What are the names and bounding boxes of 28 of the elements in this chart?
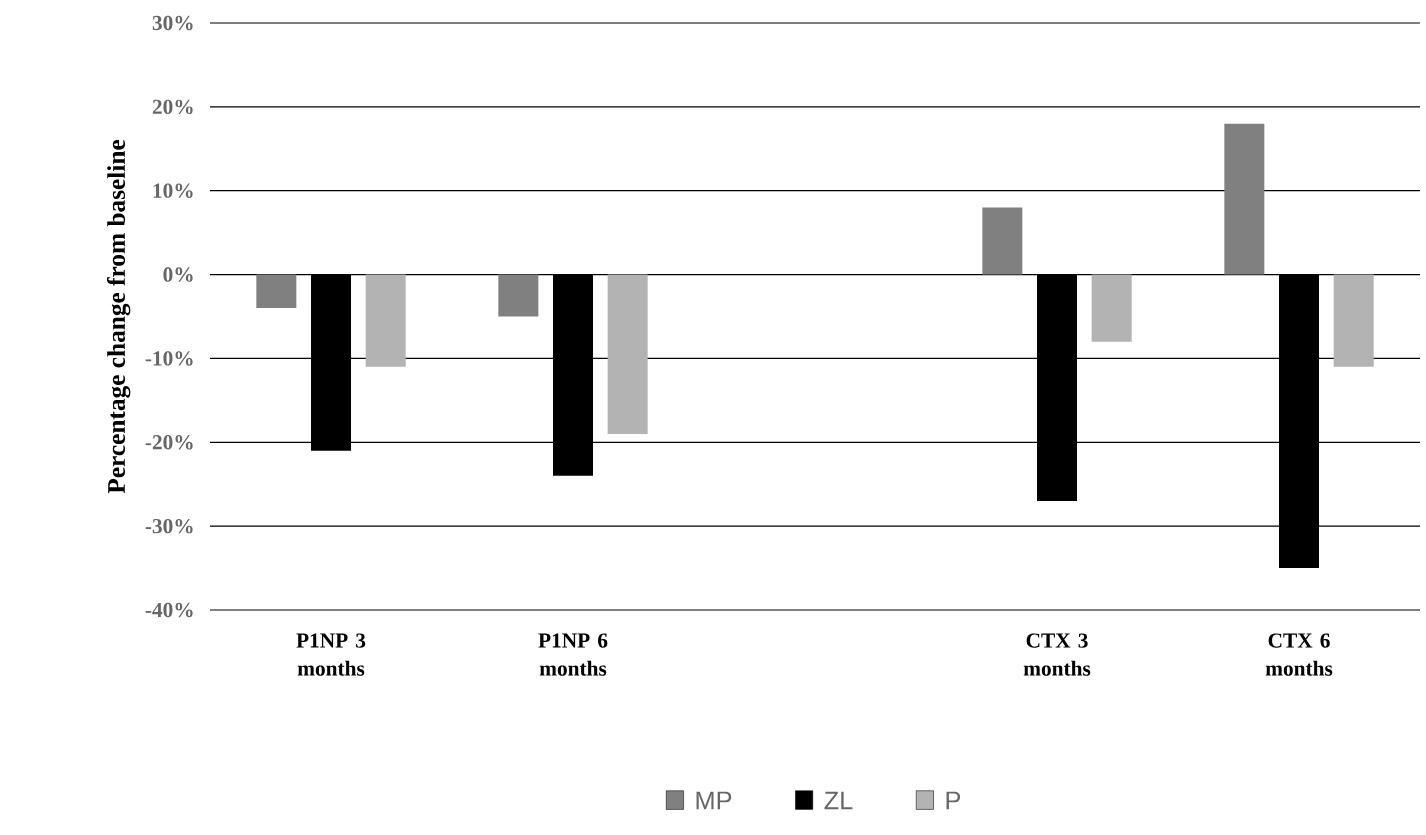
bar <box>553 274 593 476</box>
y-tick-label: -20% <box>145 435 193 450</box>
bar <box>982 207 1023 275</box>
bar <box>311 274 352 451</box>
bar <box>1224 123 1265 275</box>
y-tick-label: -30% <box>145 518 193 534</box>
legend-label: MP <box>696 791 732 810</box>
bar <box>365 274 406 367</box>
x-tick-label: P1NP 3 months <box>296 633 366 676</box>
y-tick-label: -10% <box>145 351 193 366</box>
bar <box>1037 274 1078 501</box>
x-tick-label: P1NP 6 months <box>538 633 608 676</box>
y-tick-label: 10% <box>153 183 193 198</box>
y-tick-label: 0% <box>163 267 193 282</box>
bar <box>498 274 539 317</box>
x-tick-label: CTX 6 months <box>1265 633 1333 676</box>
legend-label: P <box>946 791 961 810</box>
y-tick-label: 30% <box>152 15 193 31</box>
bar <box>1279 274 1320 569</box>
y-tick-label: 20% <box>152 99 193 115</box>
bar <box>1333 274 1374 367</box>
y-tick-label: -40% <box>145 602 193 618</box>
bar <box>607 274 648 434</box>
bar <box>1091 274 1132 342</box>
x-tick-label: CTX 3 months <box>1023 633 1091 676</box>
legend-label: ZL <box>824 791 853 810</box>
y-axis-title: Percentage change from baseline <box>106 139 131 494</box>
bar <box>256 274 297 309</box>
